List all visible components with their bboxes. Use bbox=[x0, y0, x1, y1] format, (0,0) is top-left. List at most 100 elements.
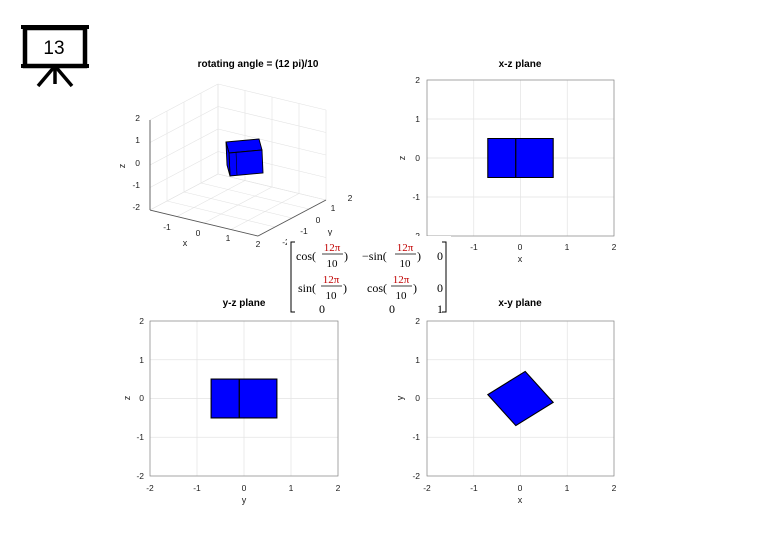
matrix-entry: 1 bbox=[437, 302, 443, 316]
tick-label: -1 bbox=[163, 222, 171, 232]
tick-label: 2 bbox=[415, 75, 420, 85]
matrix-angle-denominator: 10 bbox=[400, 258, 412, 270]
matrix-angle-numerator: 12π bbox=[393, 274, 410, 286]
plot-xz: x-z plane 2 1 0 -1 -2 -1 0 1 2 x z bbox=[397, 59, 617, 264]
gridline-3d bbox=[257, 199, 327, 237]
tick-label: -1 bbox=[412, 432, 420, 442]
gridline-3d bbox=[217, 83, 327, 111]
plot-3d-zticks: 2 1 0 -1 -2 bbox=[132, 113, 140, 212]
tick-label: 0 bbox=[415, 153, 420, 163]
plot-yz-frame bbox=[149, 320, 339, 477]
tick-label: 2 bbox=[139, 316, 144, 326]
plot-xy-xlabel: x bbox=[518, 495, 523, 505]
matrix-entry: 0 bbox=[437, 281, 443, 295]
plot-xz-title: x-z plane bbox=[499, 59, 542, 70]
tick-label: 1 bbox=[565, 483, 570, 493]
gridline-3d bbox=[230, 193, 300, 230]
plot-3d-cube bbox=[225, 138, 264, 177]
plot-3d-grid bbox=[149, 83, 327, 237]
tick-label: 0 bbox=[518, 242, 523, 252]
plot-yz-yticks: 2 1 0 -1 -2 bbox=[136, 316, 144, 481]
plot-xz-ylabel: z bbox=[397, 155, 407, 160]
tick-label: 0 bbox=[242, 483, 247, 493]
matrix-angle-numerator: 12π bbox=[323, 274, 340, 286]
matrix-neg-sin: −sin( bbox=[362, 249, 387, 263]
cube-face-polygon bbox=[238, 378, 278, 419]
tick-label: 2 bbox=[256, 239, 261, 249]
tick-label: -2 bbox=[423, 483, 431, 493]
plot-xy-shapes bbox=[486, 370, 555, 427]
plot-xz-yticks: 2 1 0 -1 -2 bbox=[412, 75, 420, 241]
tick-label: -1 bbox=[132, 180, 140, 190]
tick-label: 1 bbox=[135, 135, 140, 145]
cube-face-polygon bbox=[487, 137, 517, 179]
plot-xy-title: x-y plane bbox=[498, 298, 542, 309]
plot-yz-title: y-z plane bbox=[223, 298, 266, 309]
matrix-cos: cos( bbox=[367, 281, 387, 295]
plot-xz-xticks: -1 0 1 2 bbox=[470, 242, 616, 252]
plot-xy-yticks: 2 1 0 -1 -2 bbox=[412, 316, 420, 481]
plot-yz-ylabel: z bbox=[122, 395, 132, 400]
plot-3d-ylabel: y bbox=[328, 227, 333, 237]
tick-label: 1 bbox=[331, 203, 336, 213]
matrix-angle-numerator: 12π bbox=[324, 242, 341, 254]
tick-label: 2 bbox=[415, 316, 420, 326]
plot-xy: x-y plane 2 1 0 -1 -2 -2 -1 0 1 2 x y bbox=[395, 298, 617, 505]
tick-label: -1 bbox=[193, 483, 201, 493]
tick-label: -2 bbox=[146, 483, 154, 493]
plot-3d-title: rotating angle = (12 pi)/10 bbox=[198, 59, 319, 70]
tick-label: -1 bbox=[470, 242, 478, 252]
tick-label: 2 bbox=[612, 483, 617, 493]
tick-label: 1 bbox=[565, 242, 570, 252]
gridline-3d bbox=[217, 173, 327, 201]
tick-label: 0 bbox=[518, 483, 523, 493]
gridline-3d bbox=[149, 128, 219, 166]
matrix-cos: cos( bbox=[296, 249, 316, 263]
tick-label: -2 bbox=[132, 202, 140, 212]
gridline-3d bbox=[200, 182, 310, 210]
tick-label: 0 bbox=[415, 393, 420, 403]
plot-yz-xlabel: y bbox=[242, 495, 247, 505]
gridline-3d bbox=[217, 128, 327, 156]
presentation-board-icon bbox=[21, 25, 89, 88]
cube-face-polygon bbox=[486, 370, 555, 427]
matrix-angle-numerator: 12π bbox=[397, 242, 414, 254]
plot-xy-ylabel: y bbox=[395, 395, 405, 400]
slide-number: 13 bbox=[43, 38, 64, 59]
tick-label: -1 bbox=[412, 192, 420, 202]
tick-label: 0 bbox=[139, 393, 144, 403]
tick-label: 1 bbox=[415, 114, 420, 124]
matrix-entry: 0 bbox=[319, 302, 325, 316]
gridline-3d bbox=[183, 191, 293, 219]
matrix-close-paren: ) bbox=[413, 281, 417, 295]
matrix-angle-denominator: 10 bbox=[396, 290, 408, 302]
gridline-3d bbox=[149, 106, 219, 143]
plot-xy-xticks: -2 -1 0 1 2 bbox=[423, 483, 616, 493]
gridline-3d bbox=[149, 83, 219, 121]
tick-label: 1 bbox=[139, 355, 144, 365]
matrix-angle-denominator: 10 bbox=[326, 290, 338, 302]
plot-yz-shapes bbox=[210, 378, 278, 419]
tick-label: 2 bbox=[612, 242, 617, 252]
tick-label: 0 bbox=[196, 228, 201, 238]
plot-xy-frame bbox=[426, 320, 615, 477]
plot-xz-shapes bbox=[487, 137, 554, 179]
matrix-sin: sin( bbox=[298, 281, 316, 295]
plot-yz-xticks: -2 -1 0 1 2 bbox=[146, 483, 340, 493]
tick-label: 2 bbox=[135, 113, 140, 123]
tick-label: -1 bbox=[300, 226, 308, 236]
plot-3d-xlabel: x bbox=[183, 238, 188, 248]
tick-label: 1 bbox=[415, 355, 420, 365]
plot-yz: y-z plane 2 1 0 -1 -2 -2 -1 0 1 2 y z bbox=[122, 298, 341, 505]
tick-label: -1 bbox=[470, 483, 478, 493]
plot-3d-zlabel: z bbox=[117, 163, 127, 168]
rotation-matrix: cos( 12π 10 ) −sin( 12π 10 ) 0 sin( 12π … bbox=[287, 236, 451, 316]
matrix-angle-denominator: 10 bbox=[327, 258, 339, 270]
tick-label: 2 bbox=[348, 193, 353, 203]
tick-label: 1 bbox=[226, 233, 231, 243]
tick-label: 0 bbox=[135, 158, 140, 168]
plot-3d-yticks: -2 -1 0 1 2 bbox=[282, 193, 352, 247]
plot-3d-xticks: -1 0 1 2 bbox=[163, 222, 260, 249]
gridline-3d bbox=[217, 106, 327, 133]
